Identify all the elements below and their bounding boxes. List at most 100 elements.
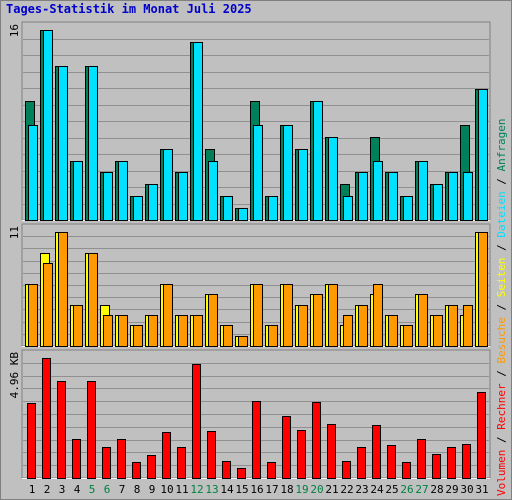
bar-besuche-day-11 [178, 315, 188, 347]
bar-kbytes-day-24 [372, 425, 381, 479]
legend-besuche: Besuche [495, 317, 508, 363]
x-tick-label-day-23: 23 [355, 483, 368, 496]
bar-kbytes-day-25 [387, 445, 396, 479]
x-tick-label-day-2: 2 [44, 483, 51, 496]
bar-kbytes-day-13 [207, 431, 216, 479]
bar-dateien-day-8 [133, 196, 143, 221]
x-tick-label-day-24: 24 [370, 483, 384, 496]
side-legend: Volumen / Rechner / Besuche / Seiten / D… [495, 118, 508, 496]
x-tick-label-day-16: 16 [250, 483, 263, 496]
bar-dateien-day-6 [103, 172, 113, 221]
x-tick-label-day-22: 22 [340, 483, 353, 496]
legend-rechner: Rechner [495, 383, 508, 430]
x-tick-label-day-11: 11 [175, 483, 188, 496]
bar-besuche-day-12 [193, 315, 203, 347]
bar-kbytes-day-17 [267, 462, 276, 479]
bar-kbytes-day-18 [282, 416, 291, 479]
bar-besuche-day-13 [208, 294, 218, 347]
x-tick-label-day-14: 14 [220, 483, 234, 496]
bar-dateien-day-19 [298, 149, 308, 221]
legend-separator: / [495, 430, 508, 450]
bar-besuche-day-4 [73, 305, 83, 347]
bar-dateien-day-31 [478, 89, 488, 221]
x-tick-label-day-15: 15 [235, 483, 248, 496]
bar-dateien-day-10 [163, 149, 173, 221]
bar-kbytes-day-28 [432, 454, 441, 479]
bar-kbytes-day-23 [357, 447, 366, 479]
bar-dateien-day-2 [43, 30, 53, 221]
x-tick-label-day-10: 10 [160, 483, 173, 496]
bar-besuche-day-30 [463, 305, 473, 347]
bar-besuche-day-5 [88, 253, 98, 347]
x-tick-label-day-25: 25 [385, 483, 398, 496]
bar-dateien-day-11 [178, 172, 188, 221]
bar-kbytes-day-29 [447, 447, 456, 479]
bar-kbytes-day-26 [402, 462, 411, 479]
bar-dateien-day-23 [358, 172, 368, 221]
bar-besuche-day-17 [268, 325, 278, 347]
x-tick-label-day-4: 4 [74, 483, 81, 496]
bar-besuche-day-1 [28, 284, 38, 347]
bar-dateien-day-24 [373, 161, 383, 221]
legend-volumen: Volumen [495, 450, 508, 496]
x-tick-label-day-21: 21 [325, 483, 338, 496]
x-tick-label-day-26: 26 [400, 483, 413, 496]
bar-besuche-day-10 [163, 284, 173, 347]
bar-dateien-day-14 [223, 196, 233, 221]
bar-dateien-day-18 [283, 125, 293, 221]
bar-besuche-day-6 [103, 315, 113, 347]
y-max-label-bottom: 4.96 KB [8, 352, 21, 399]
bar-dateien-day-4 [73, 161, 83, 221]
bar-besuche-day-8 [133, 325, 143, 347]
bar-dateien-day-13 [208, 161, 218, 221]
bar-dateien-day-15 [238, 208, 248, 221]
x-tick-label-day-17: 17 [265, 483, 278, 496]
bar-dateien-day-27 [418, 161, 428, 221]
bar-besuche-day-29 [448, 305, 458, 347]
bar-kbytes-day-8 [132, 462, 141, 479]
x-tick-label-day-28: 28 [430, 483, 443, 496]
bar-besuche-day-31 [478, 232, 488, 347]
bar-kbytes-day-27 [417, 439, 426, 479]
bar-besuche-day-16 [253, 284, 263, 347]
bar-kbytes-day-9 [147, 455, 156, 479]
bar-besuche-day-7 [118, 315, 128, 347]
legend-seiten: Seiten [495, 258, 508, 298]
bar-kbytes-day-15 [237, 468, 246, 479]
bar-besuche-day-22 [343, 315, 353, 347]
bar-besuche-day-20 [313, 294, 323, 347]
bar-kbytes-day-11 [177, 447, 186, 479]
bar-dateien-day-9 [148, 184, 158, 221]
x-axis-labels: 1 2 3 4 5 6 7 8 9 10 11 12 13 14 15 16 17 18 19 20 21 22 23 24 2… [29, 483, 489, 496]
bar-besuche-day-14 [223, 325, 233, 347]
bar-besuche-day-15 [238, 336, 248, 347]
bar-dateien-day-29 [448, 172, 458, 221]
bar-kbytes-day-20 [312, 402, 321, 479]
legend-dateien: Dateien [495, 191, 508, 237]
bar-kbytes-day-22 [342, 461, 351, 479]
x-tick-label-day-5: 5 [89, 483, 96, 496]
bar-besuche-day-3 [58, 232, 68, 347]
bar-kbytes-day-14 [222, 461, 231, 479]
legend-separator: / [495, 171, 508, 191]
x-tick-label-day-19: 19 [295, 483, 308, 496]
bar-kbytes-day-16 [252, 401, 261, 479]
x-tick-label-day-12: 12 [190, 483, 203, 496]
bar-besuche-day-23 [358, 305, 368, 347]
x-tick-label-day-9: 9 [149, 483, 156, 496]
bar-dateien-day-30 [463, 172, 473, 221]
x-tick-label-day-7: 7 [119, 483, 126, 496]
bar-dateien-day-12 [193, 42, 203, 221]
bar-kbytes-day-10 [162, 432, 171, 479]
bar-besuche-day-26 [403, 325, 413, 347]
chart-title: Tages-Statistik im Monat Juli 2025 [6, 2, 252, 16]
x-tick-label-day-13: 13 [205, 483, 218, 496]
bar-besuche-day-2 [43, 263, 53, 347]
bar-kbytes-day-5 [87, 381, 96, 479]
bar-kbytes-day-12 [192, 364, 201, 479]
bar-kbytes-day-3 [57, 381, 66, 479]
bar-besuche-day-28 [433, 315, 443, 347]
bar-dateien-day-28 [433, 184, 443, 221]
bar-besuche-day-19 [298, 305, 308, 347]
